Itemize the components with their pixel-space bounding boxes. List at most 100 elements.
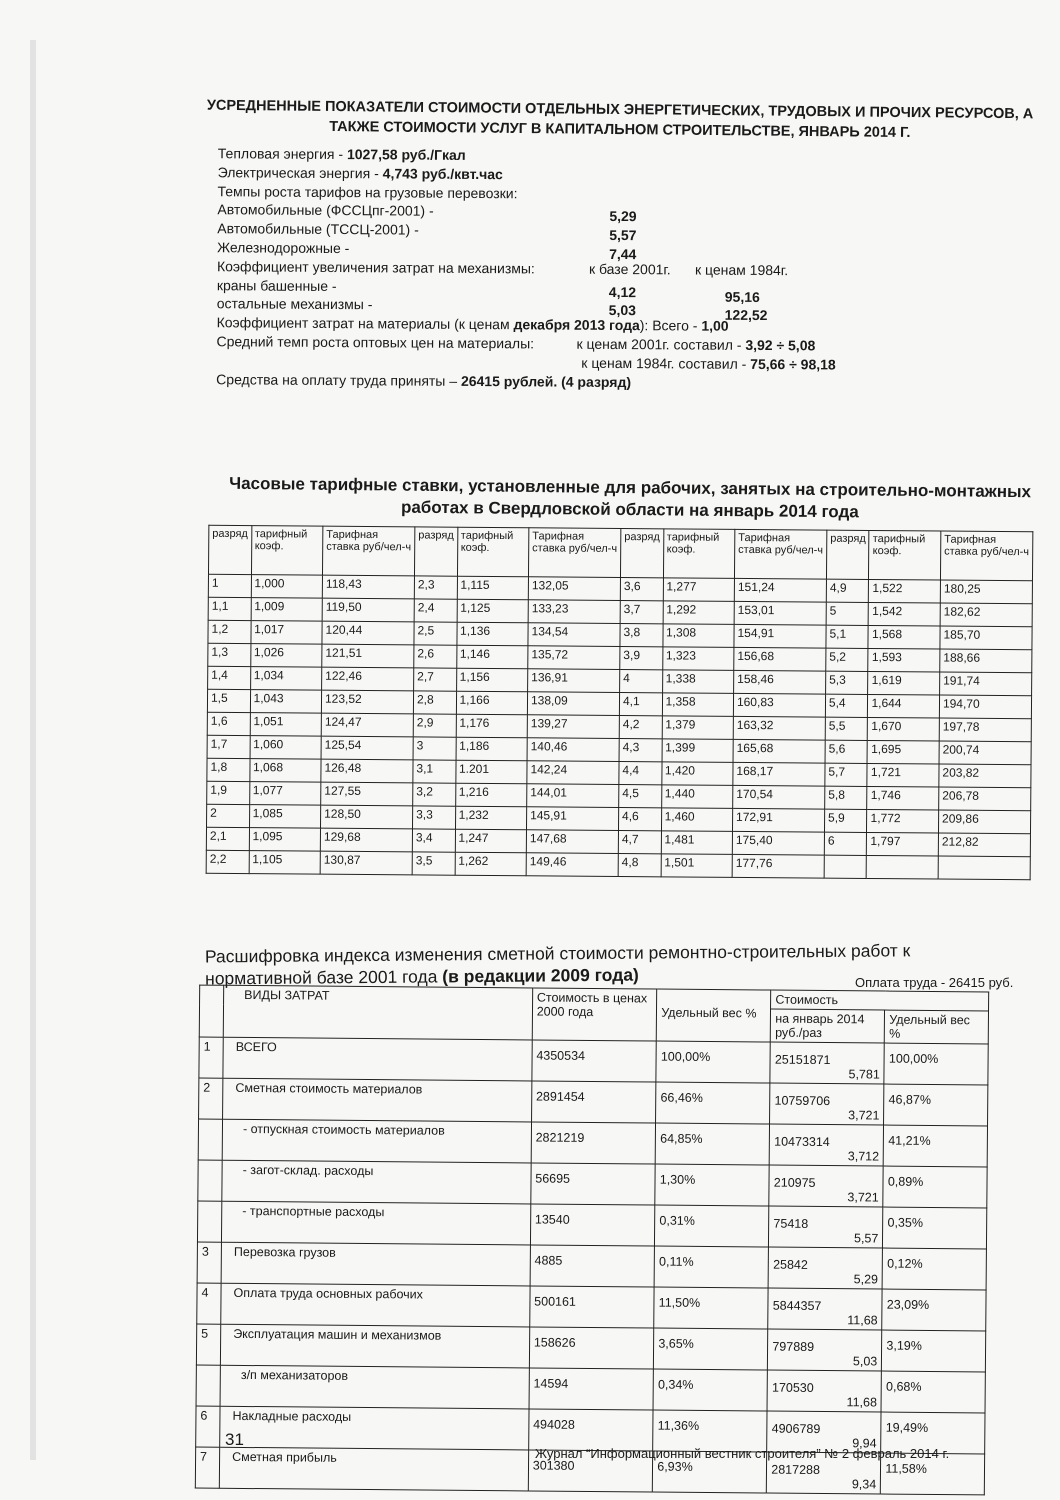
- tariff-cell-rate: 165,68: [733, 739, 826, 764]
- tariff-cell-rate: 153,01: [734, 601, 827, 626]
- wholesale1: к ценам 2001г. составил - 3,92 ÷ 5,08: [576, 335, 815, 355]
- tariff-cell-grade: 2,1: [206, 827, 250, 851]
- index-cell-share2014: 0,89%: [883, 1166, 988, 1208]
- index-cell-cost2014: 25842 5,29: [768, 1247, 883, 1290]
- tariff-cell-grade: 5,3: [825, 671, 869, 695]
- tariff-cell-rate: 188,66: [939, 649, 1032, 673]
- tariff-cell-coef: 1,232: [455, 806, 527, 830]
- tariff-cell-coef: 1,136: [456, 622, 529, 646]
- header-share2000: Удельный вес %: [656, 989, 772, 1043]
- tariff-cell-coef: 1,308: [662, 623, 735, 648]
- tariff-header-coef: тарифный коэф.: [457, 527, 529, 577]
- tariff-cell-rate: 172,91: [732, 808, 825, 833]
- tariff-cell-rate: 197,78: [939, 718, 1032, 742]
- auto2-label: Автомобильные (ТССЦ-2001) -: [217, 220, 419, 238]
- tariff-cell-coef: 1,051: [249, 712, 322, 737]
- index-cell-num: 7: [195, 1447, 220, 1489]
- tariff-cell-coef: 1,542: [868, 602, 941, 627]
- tariff-cell-rate: [938, 856, 1031, 880]
- tariff-cell-rate: 203,82: [938, 764, 1032, 788]
- tariff-cell-coef: 1,017: [250, 620, 323, 645]
- tariff-cell-grade: 3,1: [412, 759, 456, 784]
- tariff-cell-grade: 4,8: [618, 853, 661, 877]
- index-cell-cost2000: 14594: [528, 1367, 654, 1411]
- tariff-cell-coef: 1,323: [662, 646, 734, 671]
- tariff-cell-grade: 3,7: [620, 600, 663, 624]
- tariff-header-grade: разряд: [826, 530, 870, 580]
- tariff-cell-rate: 118,43: [322, 575, 415, 599]
- table-row: 4 Оплата труда основных рабочих 500161 11,5…: [196, 1283, 987, 1331]
- tariff-cell-coef: 1,593: [868, 648, 940, 673]
- tariff-cell-rate: 170,54: [732, 785, 825, 810]
- index-cell-cost2000: 2821219: [530, 1121, 656, 1165]
- tariff-cell-coef: 1,399: [661, 738, 734, 763]
- tariff-cell-rate: 123,52: [321, 690, 414, 714]
- tariff-cell-rate: 121,51: [321, 644, 414, 668]
- tariff-cell-rate: 125,54: [321, 736, 414, 760]
- tariff-cell-coef: 1,440: [661, 784, 733, 809]
- tariff-cell-rate: 156,68: [733, 647, 826, 672]
- tariff-header-rate: Тарифная ставка руб/чел-ч: [734, 529, 827, 580]
- tariff-table: разряд тарифный коэф. Тарифная ставка руб/…: [206, 525, 1034, 880]
- tariff-cell-coef: 1,043: [249, 689, 322, 714]
- tariff-cell-coef: [866, 855, 939, 880]
- wage-value: 26415 рублей. (4 разряд): [460, 372, 632, 390]
- tariff-cell-grade: 3,2: [412, 782, 456, 807]
- index-cell-name: - загот-склад. расходы: [221, 1160, 531, 1204]
- tariff-cell-grade: 4,1: [619, 692, 663, 716]
- scan-edge: [30, 40, 36, 1460]
- tariff-cell-coef: 1,085: [249, 804, 321, 829]
- index-cell-cost2000: 494028: [528, 1408, 654, 1452]
- header-kind: ВИДЫ ЗАТРАТ: [223, 985, 533, 1040]
- tariff-cell-grade: 5,9: [824, 809, 868, 833]
- index-cell-cost2000: 2891454: [531, 1080, 657, 1124]
- index-cell-cost2014-value: 10759706: [774, 1093, 831, 1109]
- index-cell-share2000: 3,65%: [653, 1328, 769, 1371]
- table-row: - транспортные расходы 13540 0,31% 75418 5,5…: [197, 1201, 987, 1249]
- index-cell-share2000: 0,34%: [653, 1369, 768, 1412]
- header-cost2000: Стоимость в ценах 2000 года: [531, 987, 657, 1042]
- index-cell-name: Сметная стоимость материалов: [222, 1078, 532, 1122]
- tariff-header-coef: тарифный коэф.: [251, 525, 323, 576]
- tariff-cell-coef: 1,125: [456, 599, 529, 623]
- tariff-cell-grade: 2,9: [413, 713, 456, 738]
- table-row: - отпускная стоимость материалов 2821219 6…: [198, 1119, 988, 1167]
- auto1-label: Автомобильные (ФССЦпг-2001) -: [217, 201, 434, 220]
- table-row: - загот-склад. расходы 56695 1,30% 210975 3,…: [197, 1160, 988, 1208]
- index-cell-share2000: 66,46%: [655, 1082, 771, 1125]
- tariff-cell-rate: 134,54: [527, 622, 621, 647]
- index-cell-share2014: 0,35%: [882, 1207, 987, 1249]
- index-cell-cost2014-value: 170530: [771, 1380, 814, 1395]
- index-ratio: 3,712: [847, 1149, 880, 1164]
- index-cell-share2014: 46,87%: [883, 1084, 988, 1126]
- wholesale1-label: к ценам 2001г. составил -: [576, 335, 746, 353]
- tariff-cell-grade: 4,3: [619, 738, 662, 762]
- tariff-cell-rate: 133,23: [528, 599, 621, 624]
- table-row: 2 Сметная стоимость материалов 2891454 66,4…: [198, 1078, 988, 1126]
- tariff-header-rate: Тарифная ставка руб/чел-ч: [528, 527, 621, 578]
- tariff-cell-rate: 168,17: [732, 762, 825, 787]
- tariff-cell-coef: 1,156: [456, 668, 528, 692]
- tariff-cell-rate: 132,05: [528, 576, 621, 601]
- tariff-cell-rate: 124,47: [321, 713, 414, 737]
- tariff-cell-grade: 2,7: [413, 667, 457, 692]
- index-ratio: 5,57: [853, 1231, 879, 1246]
- journal-footer: Журнал “Информационный вестник строителя…: [535, 1446, 950, 1461]
- tariff-cell-coef: 1,277: [662, 577, 735, 602]
- tariff-cell-grade: 5,6: [824, 740, 868, 764]
- tariff-cell-coef: 1,379: [661, 715, 734, 740]
- elec-label: Электрическая энергия -: [217, 164, 383, 182]
- tariff-cell-coef: 1,501: [660, 853, 733, 878]
- tariff-cell-coef: 1,695: [867, 740, 940, 765]
- tariff-cell-rate: 139,27: [527, 714, 620, 739]
- index-cell-cost2000: 4350534: [531, 1039, 657, 1083]
- tariff-cell-rate: 180,25: [940, 580, 1033, 604]
- tariff-cell-rate: 160,83: [733, 693, 826, 718]
- index-cell-share2014: 23,09%: [882, 1289, 987, 1331]
- mech-col2: к ценам 1984г.: [694, 261, 789, 278]
- tariff-cell-coef: 1,166: [455, 691, 528, 715]
- tariff-cell-rate: 138,09: [527, 691, 620, 716]
- tariff-cell-coef: 1,146: [456, 645, 528, 669]
- tariff-cell-coef: 1,000: [250, 574, 323, 599]
- index-cell-cost2014-value: 25842: [773, 1257, 808, 1272]
